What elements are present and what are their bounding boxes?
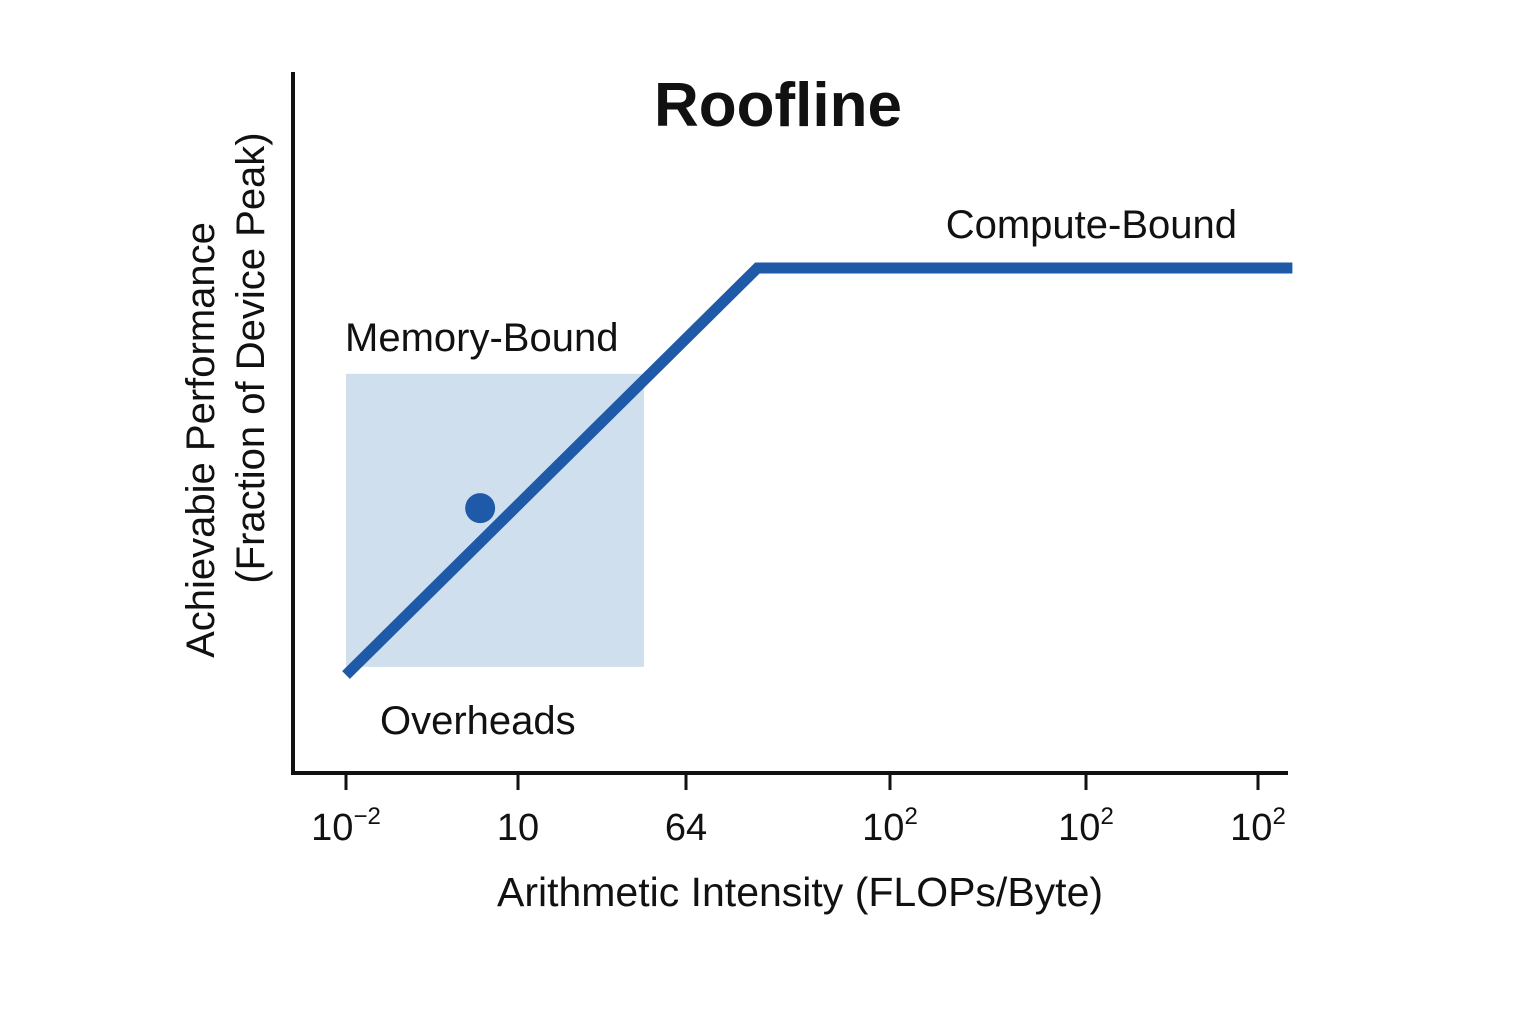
- roofline-series-line: [342, 262, 1293, 679]
- kernel-point-marker: [465, 493, 496, 524]
- compute-bound-label: Compute-Bound: [946, 203, 1237, 247]
- x-tick-label: 102: [862, 803, 918, 849]
- y-axis-label-line2: (Fraction of Device Peak): [229, 132, 273, 583]
- x-tick-label: 102: [1230, 803, 1286, 849]
- x-tick-label: 10: [497, 807, 539, 849]
- y-axis-label-line1: Achievabie Performance: [179, 222, 223, 658]
- y-axis-label: Achievabie Performance (Fraction of Devi…: [179, 132, 273, 658]
- x-tick-label: 102: [1058, 803, 1114, 849]
- overheads-label: Overheads: [380, 699, 576, 743]
- memory-bound-label: Memory-Bound: [345, 316, 618, 360]
- x-tick-label: 64: [665, 807, 707, 849]
- x-axis-label: Arithmetic Intensity (FLOPs/Byte): [497, 869, 1103, 915]
- x-tick-label: 10−2: [311, 803, 381, 849]
- chart-title: Roofline: [654, 71, 902, 140]
